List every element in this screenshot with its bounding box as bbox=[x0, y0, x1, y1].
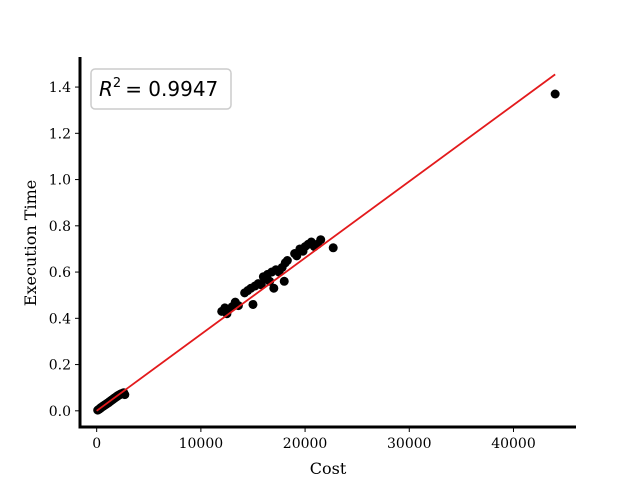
x-tick-label: 10000 bbox=[179, 436, 224, 452]
x-tick-label: 0 bbox=[92, 436, 101, 452]
y-axis-label: Execution Time bbox=[21, 180, 40, 306]
y-tick-label: 1.4 bbox=[49, 80, 71, 96]
data-point bbox=[279, 276, 289, 286]
data-point bbox=[328, 243, 338, 253]
y-tick-label: 0.0 bbox=[49, 404, 71, 420]
fit-line bbox=[96, 73, 556, 412]
data-point bbox=[292, 251, 302, 261]
r-squared-annotation: R2 = 0.9947 bbox=[90, 68, 232, 110]
x-axis-label: Cost bbox=[310, 459, 347, 478]
annotation-exponent: 2 bbox=[113, 76, 121, 91]
x-tick-label: 40000 bbox=[491, 436, 536, 452]
y-tick-label: 0.6 bbox=[49, 265, 71, 281]
annotation-label: R bbox=[99, 77, 113, 101]
y-tick-label: 1.2 bbox=[49, 126, 71, 142]
x-tick-label: 20000 bbox=[283, 436, 328, 452]
annotation-text: R2 = 0.9947 bbox=[99, 76, 218, 101]
annotation-box bbox=[90, 68, 232, 110]
x-tick-label: 30000 bbox=[387, 436, 432, 452]
data-point bbox=[316, 235, 326, 245]
data-point bbox=[282, 256, 292, 265]
annotation-value: = 0.9947 bbox=[125, 77, 218, 101]
y-tick-label: 0.2 bbox=[49, 358, 71, 374]
y-tick-label: 0.4 bbox=[49, 311, 71, 327]
data-points bbox=[93, 89, 560, 415]
data-point bbox=[269, 283, 279, 293]
axes bbox=[78, 57, 576, 429]
data-point bbox=[550, 89, 560, 99]
data-point bbox=[248, 299, 258, 309]
fit-line-group bbox=[96, 73, 556, 412]
data-point bbox=[265, 276, 275, 286]
y-tick-label: 1.0 bbox=[49, 173, 71, 189]
tick-marks: 0 10000 20000 30000 40000 0.0 0.2 0.4 0.6 0.8 1.0 1… bbox=[49, 80, 536, 452]
y-tick-label: 0.8 bbox=[49, 219, 71, 235]
